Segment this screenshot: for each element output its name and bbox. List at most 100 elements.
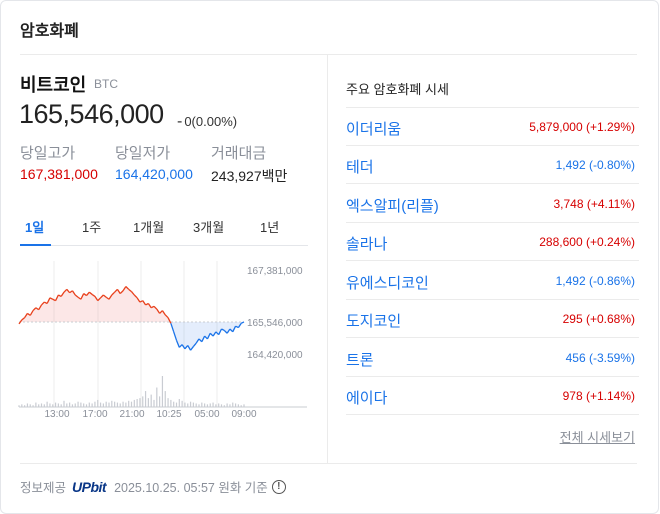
info-icon[interactable]: ! (271, 479, 286, 494)
coin-name[interactable]: 비트코인 (20, 75, 87, 95)
view-all-link[interactable]: 전체 시세보기 (559, 430, 635, 445)
price-line-segment (46, 297, 51, 304)
tab-1m[interactable]: 1개월 (133, 220, 165, 235)
volume-bar (147, 398, 149, 407)
market-row-name[interactable]: 엑스알피(리플) (346, 198, 439, 215)
volume-bar (80, 402, 82, 407)
x-tick-label: 05:00 (194, 409, 219, 420)
volume-bar (144, 391, 147, 407)
market-row-tron[interactable]: 트론 456 (-3.59%) (346, 339, 639, 377)
volume-bar (223, 405, 225, 407)
price-line-segment (133, 294, 138, 299)
change-value: 0(0.00%) (184, 114, 238, 129)
price-line-segment (192, 342, 197, 347)
x-tick-label: 21:00 (119, 409, 144, 420)
volume-bar (204, 403, 206, 407)
tab-1w[interactable]: 1주 (82, 220, 102, 235)
volume-bar (49, 403, 51, 407)
volume-bar (195, 403, 197, 407)
tab-1y[interactable]: 1년 (260, 220, 280, 235)
footer-divider (20, 463, 637, 464)
price-chart[interactable]: 167,381,000 165,546,000 164,420,000 13:00 17… (1, 251, 327, 426)
market-title-divider (346, 107, 639, 108)
price-line-segment (63, 288, 68, 293)
market-row-usdc[interactable]: 유에스디코인 1,492 (-0.86%) (346, 262, 639, 300)
provider-label: 정보제공 (20, 481, 67, 495)
upbit-logo[interactable]: UPbit (72, 478, 107, 495)
y-tick-label: 165,546,000 (247, 318, 303, 329)
price-line-segment (41, 301, 45, 306)
volume-bar (170, 399, 172, 407)
price-line-segment (119, 290, 124, 295)
active-tab-indicator (20, 244, 51, 246)
volume-bar (88, 402, 90, 407)
volume-bar (237, 404, 239, 407)
volume-bar (198, 404, 200, 407)
price-line-segment (181, 344, 186, 350)
market-row-name[interactable]: 이더리움 (346, 121, 402, 138)
stat-high-label: 당일고가 (20, 145, 76, 162)
price-line-segment (150, 305, 155, 309)
volume-bar (175, 402, 178, 407)
stat-high-value: 167,381,000 (20, 166, 98, 182)
market-row-name[interactable]: 솔라나 (346, 236, 388, 253)
price-line-segment (116, 288, 121, 294)
volume-bar (99, 402, 102, 407)
price-line-segment (139, 300, 144, 303)
price-line-segment (32, 307, 37, 312)
market-row-ethereum[interactable]: 이더리움 5,879,000 (+1.29%) (346, 108, 639, 146)
price-line-segment (128, 288, 132, 293)
volume-bar (153, 399, 155, 407)
volume-bar (209, 403, 211, 407)
volume-bar (21, 404, 23, 407)
volume-bar (52, 404, 54, 407)
price-line-segment (173, 331, 178, 341)
volume-bar (105, 401, 107, 407)
market-row-name[interactable]: 유에스디코인 (346, 275, 429, 292)
market-row-name[interactable]: 도지코인 (346, 313, 402, 330)
price-line-segment (221, 328, 225, 331)
tab-1d[interactable]: 1일 (25, 220, 45, 235)
volume-bar (201, 402, 203, 407)
volume-bar (69, 402, 71, 407)
market-row-name[interactable]: 트론 (346, 352, 374, 369)
market-row-name[interactable]: 에이다 (346, 390, 388, 407)
volume-bar (133, 399, 135, 407)
price-line-segment (88, 291, 93, 295)
price-line-segment (85, 291, 90, 296)
volume-bar (119, 403, 121, 407)
market-row-value: 3,748 (+4.11%) (553, 197, 636, 211)
market-row-value: 5,879,000 (+1.29%) (529, 120, 635, 134)
volume-bar (206, 404, 209, 407)
market-row-tether[interactable]: 테더 1,492 (-0.80%) (346, 146, 639, 184)
price-line-segment (218, 328, 223, 335)
period-tabs: 1일 1주 1개월 3개월 1년 (20, 217, 308, 247)
title-divider (20, 54, 637, 55)
market-row-solana[interactable]: 솔라나 288,600 (+0.24%) (346, 223, 639, 261)
price-line-segment (136, 297, 141, 303)
market-row-dogecoin[interactable]: 도지코인 295 (+0.68%) (346, 300, 639, 338)
price-line-segment (159, 310, 163, 314)
price-line-segment (38, 304, 43, 311)
volume-bar (218, 403, 220, 407)
volume-bar (18, 405, 20, 407)
x-tick-label: 13:00 (44, 409, 69, 420)
volume-bar (66, 403, 68, 407)
market-row-cardano[interactable]: 에이다 978 (+1.14%) (346, 377, 639, 415)
volume-bar (156, 387, 158, 407)
price-line-segment (71, 290, 76, 296)
price-line-segment (167, 317, 172, 324)
price-line-segment (18, 319, 23, 325)
price-line-segment (111, 291, 116, 296)
market-row-xrp[interactable]: 엑스알피(리플) 3,748 (+4.11%) (346, 185, 639, 223)
market-row-name[interactable]: 테더 (346, 159, 374, 176)
volume-bar (192, 402, 194, 407)
price-line-segment (91, 293, 96, 297)
price-line-segment (190, 346, 194, 351)
volume-bar (240, 405, 242, 407)
tab-3m[interactable]: 3개월 (193, 220, 225, 235)
volume-bar (215, 404, 217, 407)
market-row-value: 1,492 (-0.80%) (555, 158, 635, 172)
footer: 정보제공 UPbit 2025.10.25. 05:57 원화 기준 ! (20, 477, 286, 496)
